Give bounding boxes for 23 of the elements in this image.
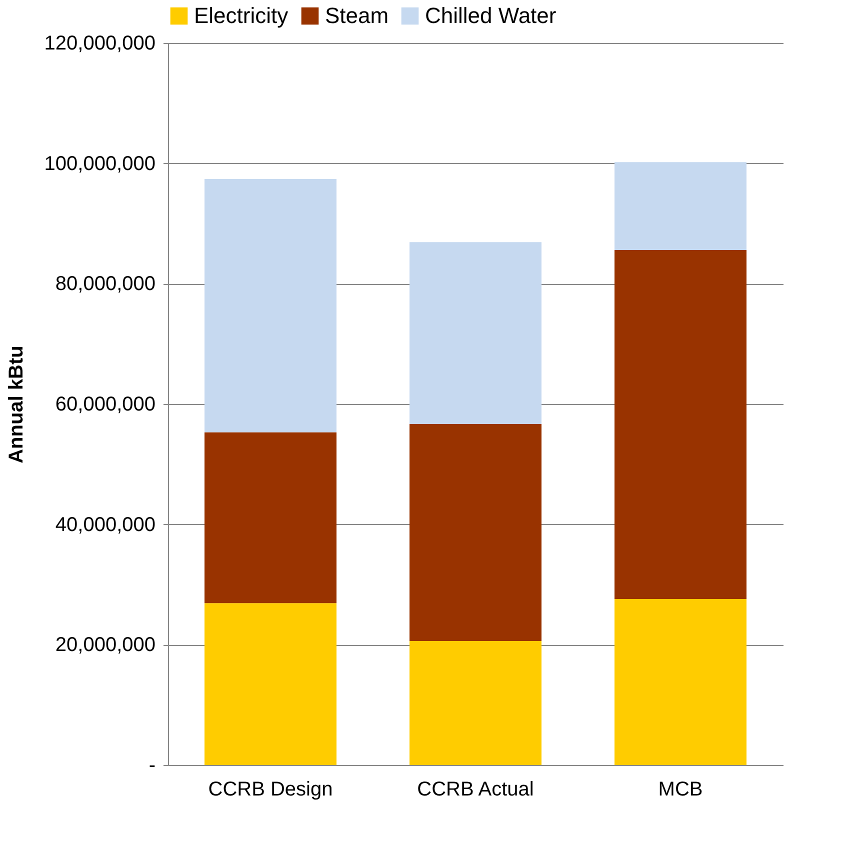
x-tick-label: MCB (658, 778, 703, 800)
bar (410, 242, 542, 424)
y-tick-label: 80,000,000 (55, 273, 156, 296)
y-tick-label: 40,000,000 (55, 514, 156, 536)
bar (614, 250, 746, 599)
y-tick-label: - (148, 754, 156, 776)
bar (204, 178, 336, 432)
y-tick-label: 120,000,000 (44, 32, 156, 54)
y-axis-title: Annual kBtu (5, 346, 28, 464)
bar (614, 598, 746, 765)
bar (614, 162, 746, 250)
bar (204, 603, 336, 765)
bar (204, 432, 336, 604)
bar (410, 424, 542, 642)
legend-label: Electricity (194, 3, 288, 28)
bar (410, 641, 542, 765)
y-tick-label: 100,000,000 (44, 152, 156, 175)
x-tick-label: CCRB Design (208, 778, 333, 800)
y-tick-label: 20,000,000 (55, 634, 156, 656)
legend-label: Steam (325, 3, 389, 28)
legend-label: Chilled Water (425, 3, 556, 28)
x-tick-label: CCRB Actual (417, 778, 534, 800)
y-tick-label: 60,000,000 (55, 394, 156, 416)
